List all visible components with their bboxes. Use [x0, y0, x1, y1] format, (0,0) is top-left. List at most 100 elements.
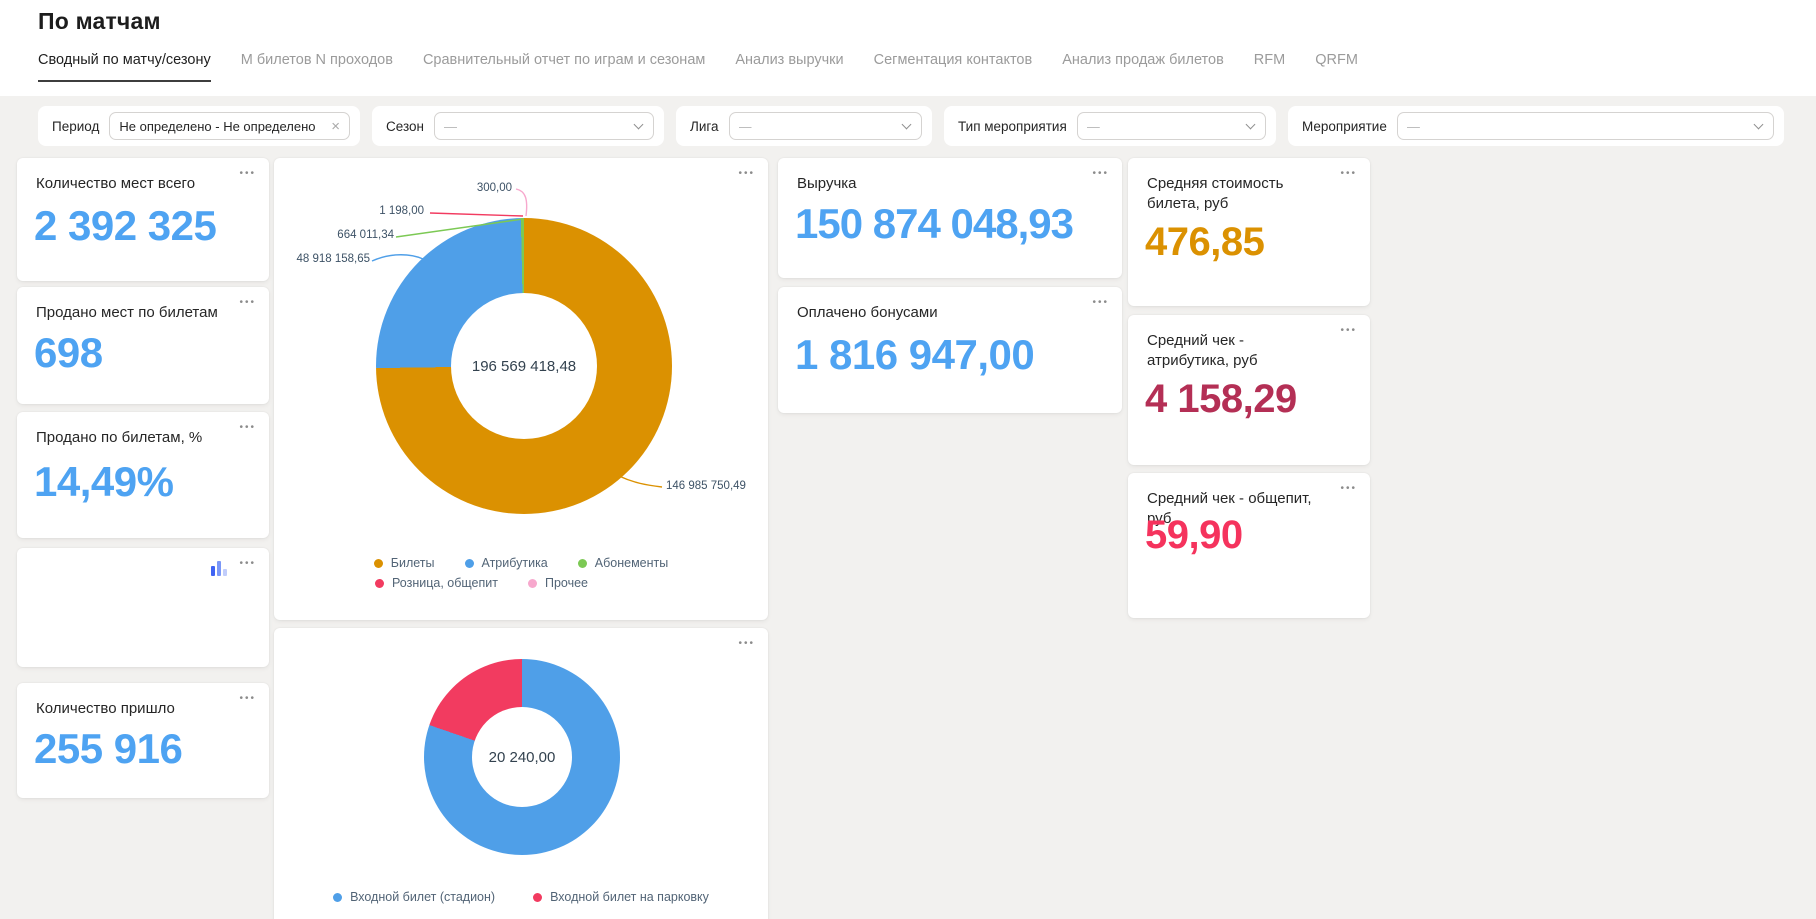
- more-menu-icon[interactable]: •••: [239, 168, 256, 179]
- tab-qrfm[interactable]: QRFM: [1315, 52, 1358, 68]
- legend-dot-icon: [527, 578, 537, 588]
- chevron-down-icon: [1753, 119, 1764, 130]
- legend-item-atributika[interactable]: Атрибутика: [464, 556, 548, 570]
- legend-item-parkovka[interactable]: Входной билет на парковку: [533, 890, 709, 904]
- filter-season-value: —: [443, 118, 457, 134]
- kpi-value: 4 158,29: [1145, 377, 1297, 421]
- kpi-card-seats-total: Количество мест всего ••• 2 392 325: [17, 158, 269, 281]
- filter-event-type-select[interactable]: —: [1076, 112, 1266, 140]
- filter-league-label: Лига: [690, 118, 719, 134]
- donut-center-total: 20 240,00: [488, 748, 556, 766]
- filter-period-label: Период: [52, 118, 100, 134]
- more-menu-icon[interactable]: •••: [239, 558, 256, 569]
- chevron-down-icon: [1245, 119, 1256, 130]
- more-menu-icon[interactable]: •••: [1092, 168, 1109, 179]
- kpi-title: Количество пришло: [36, 700, 175, 717]
- tab-bar: Сводный по матчу/сезону М билетов N прох…: [38, 52, 1358, 82]
- kpi-card-attendance: Количество пришло ••• 255 916: [17, 683, 269, 798]
- filter-season-label: Сезон: [386, 118, 424, 134]
- legend-dot-icon: [333, 892, 343, 902]
- kpi-title: Выручка: [797, 175, 857, 192]
- filter-league-value: —: [738, 118, 752, 134]
- filter-event-select[interactable]: —: [1396, 112, 1774, 140]
- kpi-value: 255 916: [34, 725, 183, 772]
- tab-sravnitelnyy-otchet[interactable]: Сравнительный отчет по играм и сезонам: [422, 52, 706, 68]
- tickets-donut-panel: ••• 20 240,00 Входной билет (стадион) Вх…: [274, 628, 768, 919]
- more-menu-icon[interactable]: •••: [239, 693, 256, 704]
- kpi-card-avg-check-merch: Средний чек - атрибутика, руб ••• 4 158,…: [1128, 315, 1370, 465]
- legend-item-stadion[interactable]: Входной билет (стадион): [333, 890, 495, 904]
- kpi-title: Продано мест по билетам: [36, 304, 218, 321]
- kpi-title: Количество мест всего: [36, 175, 196, 192]
- legend-item-abonementy[interactable]: Абонементы: [577, 556, 668, 570]
- filter-league: Лига —: [676, 106, 932, 146]
- tab-segmentatsiya-kontaktov[interactable]: Сегментация контактов: [873, 52, 1033, 68]
- tab-analiz-vyruchki[interactable]: Анализ выручки: [735, 52, 844, 68]
- revenue-donut-panel: ••• 196 569 418,48 300,00 1 198,00 664 0…: [274, 158, 768, 620]
- legend-item-bilety[interactable]: Билеты: [373, 556, 435, 570]
- tab-analiz-prodazh-biletov[interactable]: Анализ продаж билетов: [1062, 52, 1224, 68]
- filter-event: Мероприятие —: [1288, 106, 1784, 146]
- kpi-value: 698: [34, 329, 103, 376]
- filter-event-type-label: Тип мероприятия: [958, 118, 1067, 134]
- header: По матчам Сводный по матчу/сезону М биле…: [0, 0, 1816, 96]
- revenue-legend: Билеты Атрибутика Абонементы Розница, об…: [274, 556, 768, 590]
- more-menu-icon[interactable]: •••: [239, 422, 256, 433]
- kpi-title: Средний чек - атрибутика, руб: [1147, 332, 1258, 369]
- legend-dot-icon: [533, 892, 543, 902]
- tab-m-biletov-n-prohodov[interactable]: М билетов N проходов: [240, 52, 393, 68]
- kpi-card-avg-check-food: Средний чек - общепит, руб ••• 59,90: [1128, 473, 1370, 618]
- chevron-down-icon: [901, 119, 912, 130]
- filter-season-select[interactable]: —: [433, 112, 654, 140]
- kpi-title: Оплачено бонусами: [797, 304, 938, 321]
- callout-atributika: 48 918 158,65: [296, 253, 370, 265]
- filter-league-select[interactable]: —: [728, 112, 922, 140]
- kpi-value: 59,90: [1145, 513, 1243, 557]
- kpi-card-revenue: Выручка ••• 150 874 048,93: [778, 158, 1122, 278]
- more-menu-icon[interactable]: •••: [1092, 297, 1109, 308]
- clear-icon[interactable]: ×: [331, 117, 340, 135]
- kpi-card-empty: •••: [17, 548, 269, 667]
- more-menu-icon[interactable]: •••: [738, 638, 755, 649]
- filter-event-type-value: —: [1086, 118, 1100, 134]
- filter-period-input[interactable]: Не определено - Не определено ×: [109, 112, 350, 140]
- donut-center-total: 196 569 418,48: [471, 357, 577, 375]
- legend-dot-icon: [464, 558, 474, 568]
- callout-roznitsa: 1 198,00: [379, 205, 424, 217]
- kpi-title: Средняя стоимость билета, руб: [1147, 175, 1284, 212]
- kpi-value: 1 816 947,00: [795, 331, 1035, 378]
- more-menu-icon[interactable]: •••: [1340, 325, 1357, 336]
- more-menu-icon[interactable]: •••: [1340, 168, 1357, 179]
- filter-season: Сезон —: [372, 106, 664, 146]
- more-menu-icon[interactable]: •••: [239, 297, 256, 308]
- kpi-card-seats-sold: Продано мест по билетам ••• 698: [17, 287, 269, 404]
- filter-period-value: Не определено - Не определено: [119, 118, 316, 134]
- legend-dot-icon: [577, 558, 587, 568]
- callout-abonementy: 664 011,34: [337, 229, 394, 241]
- filter-event-type: Тип мероприятия —: [944, 106, 1276, 146]
- page-title: По матчам: [38, 8, 161, 34]
- kpi-card-bonus-paid: Оплачено бонусами ••• 1 816 947,00: [778, 287, 1122, 413]
- kpi-title: Средний чек - общепит, руб: [1147, 490, 1312, 527]
- filter-event-label: Мероприятие: [1302, 118, 1387, 134]
- revenue-donut-hole: 196 569 418,48: [451, 293, 597, 439]
- more-menu-icon[interactable]: •••: [738, 168, 755, 179]
- legend-dot-icon: [373, 558, 383, 568]
- kpi-value: 476,85: [1145, 220, 1265, 264]
- kpi-value: 150 874 048,93: [795, 200, 1074, 247]
- legend-item-roznitsa[interactable]: Розница, общепит: [375, 576, 498, 590]
- kpi-title: Продано по билетам, %: [36, 429, 203, 446]
- legend-dot-icon: [375, 578, 384, 588]
- tab-rfm[interactable]: RFM: [1253, 52, 1286, 68]
- callout-prochee: 300,00: [476, 182, 512, 194]
- tab-svodnyy-po-matchu[interactable]: Сводный по матчу/сезону: [38, 52, 211, 82]
- filter-bar: Период Не определено - Не определено × С…: [38, 106, 1784, 146]
- tickets-legend: Входной билет (стадион) Входной билет на…: [274, 890, 768, 904]
- filter-event-value: —: [1406, 118, 1420, 134]
- chevron-down-icon: [633, 119, 644, 130]
- more-menu-icon[interactable]: •••: [1340, 483, 1357, 494]
- mini-bar-chart-icon: [211, 561, 227, 576]
- legend-item-prochee[interactable]: Прочее: [527, 576, 588, 590]
- filter-period: Период Не определено - Не определено ×: [38, 106, 360, 146]
- kpi-card-avg-ticket-price: Средняя стоимость билета, руб ••• 476,85: [1128, 158, 1370, 306]
